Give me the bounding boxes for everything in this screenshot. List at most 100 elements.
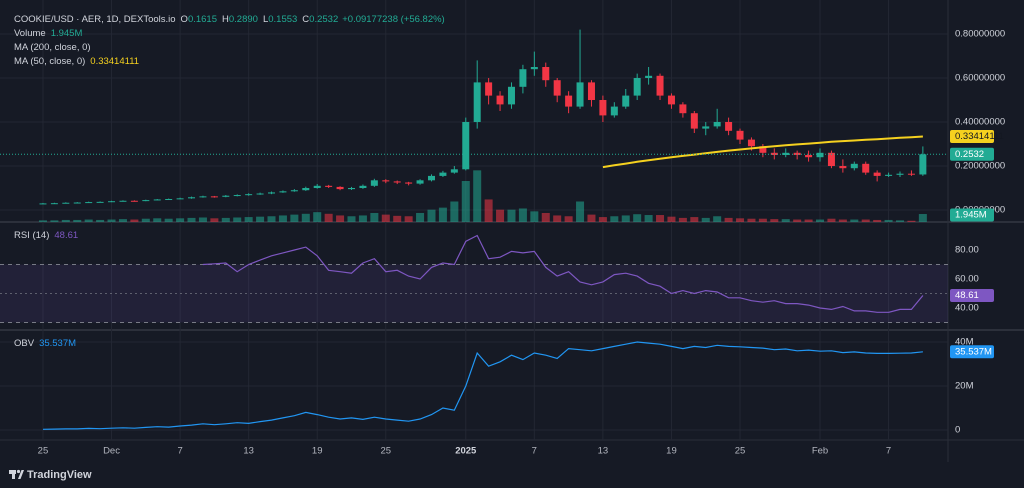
indicator-value: 35.537M [39,338,76,349]
logo-part [12,470,15,479]
candle-body [450,169,458,173]
legend-line: Volume 1.945M [14,28,82,39]
legend-line: OBV 35.537M [14,338,76,349]
legend-name: Volume [14,28,46,39]
volume-bar [850,219,859,222]
y-tick-label: 40.00 [955,302,979,313]
candle-body [622,95,630,107]
price-badge-label: 1.945M [955,210,987,221]
candle-body [199,196,207,198]
candle-body [565,95,573,107]
ohlc-value: 0.2532 [309,14,338,25]
x-tick-label: 25 [38,446,49,457]
candle-body [599,99,607,116]
volume-bar [187,217,196,222]
candle-body [519,69,527,87]
candle-body [416,180,424,184]
x-tick-label: Feb [812,446,828,457]
price-badge-label: 48.61 [955,290,979,301]
volume-bar [610,216,619,222]
volume-bar [507,209,516,222]
ohlc-label: O [181,14,188,25]
candle-body [645,75,653,78]
x-tick-label: 19 [666,446,677,457]
candle-body [39,203,47,205]
candle-body [736,130,744,140]
volume-bar [656,215,665,222]
volume-bar [576,201,585,222]
volume-bar [816,219,825,222]
volume-bar [393,215,402,222]
price-badge [950,208,994,222]
candle-body [862,163,870,173]
candle-body [279,191,287,193]
candle-body [839,166,847,169]
price-badge-label: 0.2532 [955,149,984,160]
legend-line: RSI (14) 48.61 [14,230,78,241]
volume-bar [73,219,82,222]
volume-bar [176,218,185,222]
candle-body [405,182,413,184]
candle-body [85,202,93,204]
volume-bar [221,217,230,222]
volume-bar [530,211,539,222]
price-badge-label: 0.33414111 [955,131,1004,142]
candle-body [473,82,481,123]
volume-bar [96,219,105,222]
volume-bar [461,181,470,222]
candle-body [885,174,893,176]
volume-bar [38,220,47,222]
volume-bar [233,217,242,222]
candle-body [427,175,435,181]
volume-bar [758,218,767,222]
brand-logo [9,469,24,479]
candle-body [153,199,161,201]
candle-body [679,104,687,114]
indicator-line [202,234,924,313]
candle-body [142,200,150,202]
ohlc-value: 0.2890 [229,14,258,25]
x-tick-label: 13 [598,446,609,457]
volume-bar [873,219,882,222]
x-tick-label: 25 [735,446,746,457]
volume-bar [736,218,745,222]
candle-body [576,82,584,107]
volume-bar [210,218,219,222]
candle-body [747,139,755,147]
candle-body [496,95,504,105]
x-tick-label: Dec [103,446,120,457]
legend-value: 0.33414111 [90,56,139,67]
candle-body [873,172,881,176]
candle-body [782,152,790,156]
candle-body [393,181,401,183]
volume-bar [473,170,482,222]
volume-bar [724,217,733,222]
volume-bar [907,220,916,222]
ohlc-value: 0.1615 [188,14,217,25]
volume-bar [587,214,596,222]
candle-body [827,152,835,167]
x-tick-label: 2025 [455,446,477,457]
x-tick-label: 13 [243,446,254,457]
volume-bar [153,218,162,222]
candle-body [313,185,321,189]
volume-bar [118,219,127,222]
candle-body [793,152,801,156]
candle-body [633,77,641,96]
y-tick-label: 0 [955,425,960,436]
candle-body [702,126,710,129]
candle-body [245,194,253,196]
indicator-line [42,341,923,430]
volume-bar [564,216,573,222]
volume-bar [804,219,813,222]
candle-body [553,80,561,96]
volume-bar [781,219,790,222]
volume-bar [404,216,413,222]
volume-bar [621,215,630,222]
candle-body [907,173,915,175]
volume-bar [381,214,390,222]
volume-bar [701,217,710,222]
ma-line [602,135,923,169]
candle-body [439,172,447,176]
